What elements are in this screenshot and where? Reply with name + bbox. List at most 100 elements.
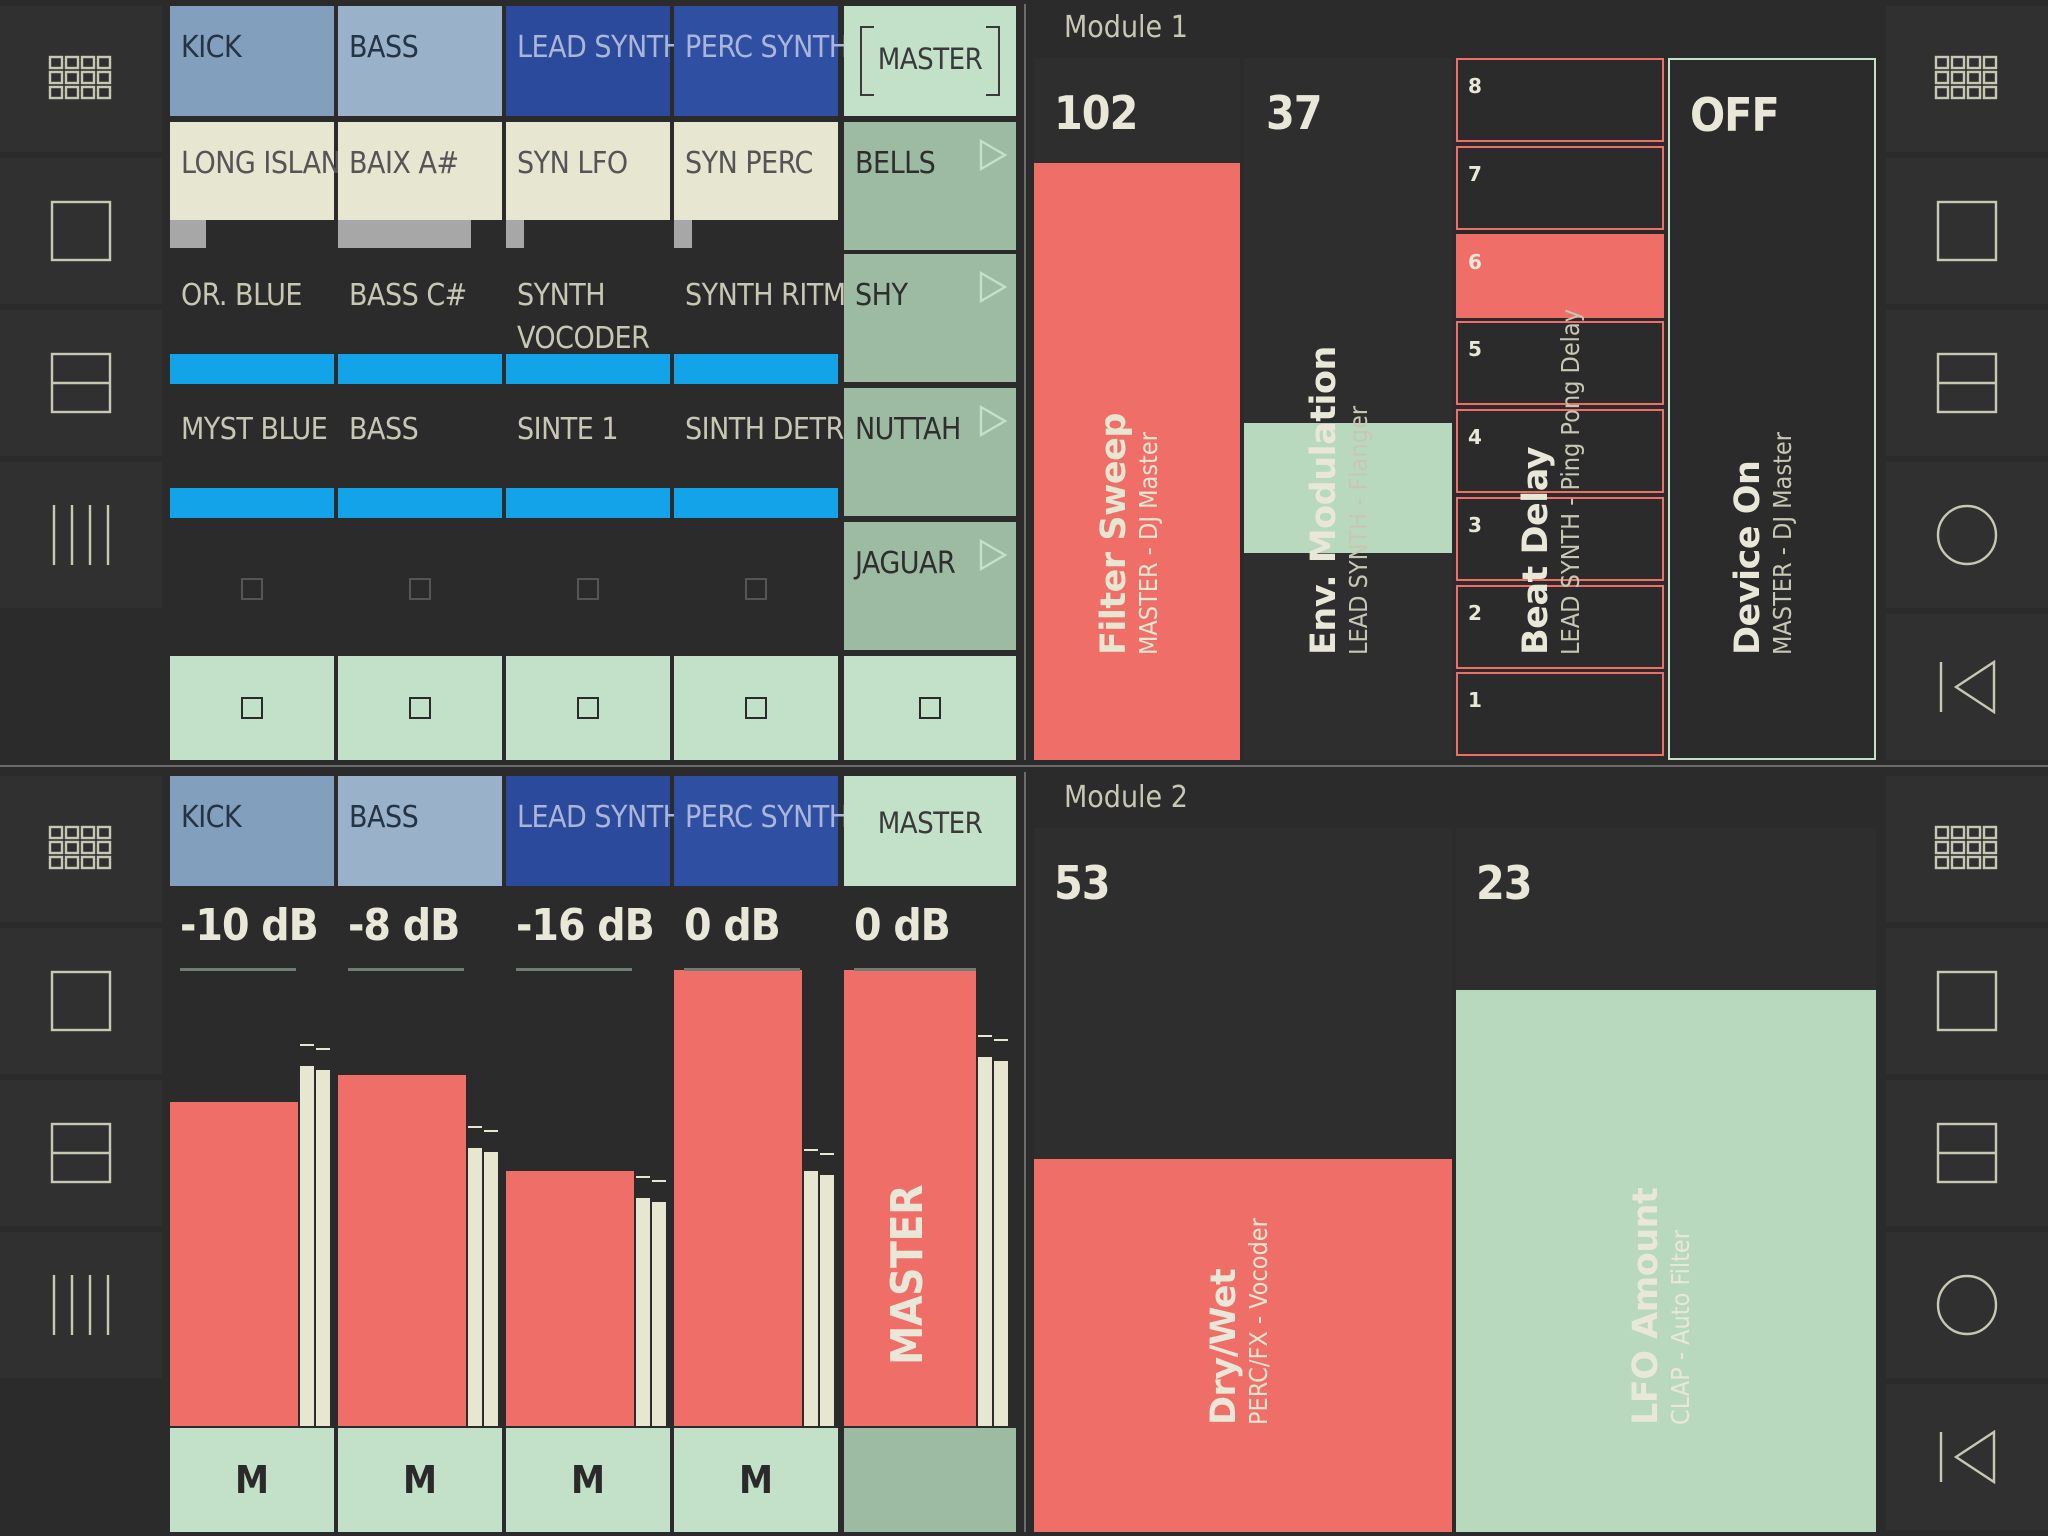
vertical-separator-top xyxy=(1024,4,1026,760)
track-name: KICK xyxy=(181,30,242,65)
beat-delay-step[interactable]: 8 xyxy=(1456,58,1664,142)
clip-progress-track xyxy=(338,220,502,248)
nav-button-split-horizontal[interactable] xyxy=(0,310,162,456)
peak-hold-tick xyxy=(316,1048,330,1050)
stop-square-icon xyxy=(241,697,263,719)
clip-slot[interactable]: OR. BLUE xyxy=(170,254,334,384)
clip-stop-button[interactable] xyxy=(674,656,838,760)
nav-button-grid[interactable] xyxy=(0,776,162,922)
scene-launch-button[interactable]: JAGUAR xyxy=(844,522,1016,650)
clip-slot[interactable]: SINTH DETROIT xyxy=(674,388,888,518)
peak-hold-tick xyxy=(978,1035,992,1037)
clip-slot[interactable]: SYN PERC xyxy=(674,122,838,220)
volume-fader[interactable] xyxy=(506,970,634,1426)
beat-delay-step[interactable]: 6 xyxy=(1456,234,1664,318)
volume-fader[interactable] xyxy=(844,970,976,1426)
track-header[interactable]: PERC SYNTH xyxy=(674,6,849,116)
level-meter xyxy=(316,1070,330,1426)
nav-button-circle[interactable] xyxy=(1886,462,2048,608)
param-name: Dry/Wet xyxy=(1204,1268,1244,1425)
param-filter-sweep[interactable]: 102 Filter Sweep MASTER - DJ Master xyxy=(1034,58,1240,760)
step-number: 7 xyxy=(1468,162,1482,186)
empty-clip-slot[interactable] xyxy=(170,524,334,654)
scene-launch-button[interactable]: SHY xyxy=(844,254,1016,382)
param-device-on-toggle[interactable]: OFF Device On MASTER - DJ Master xyxy=(1668,58,1876,760)
empty-clip-slot[interactable] xyxy=(338,524,502,654)
param-lfo-amount[interactable]: 23 LFO Amount CLAP - Auto Filter xyxy=(1456,828,1876,1532)
mixer-track-header[interactable]: PERC SYNTH xyxy=(674,776,849,886)
beat-delay-step[interactable]: 4 xyxy=(1456,409,1664,493)
beat-delay-step[interactable]: 7 xyxy=(1456,146,1664,230)
nav-button-single-square[interactable] xyxy=(0,158,162,304)
skip-back-icon xyxy=(1939,1429,1996,1485)
beat-delay-step[interactable]: 1 xyxy=(1456,672,1664,756)
empty-clip-slot[interactable] xyxy=(506,524,670,654)
volume-fader[interactable] xyxy=(170,970,298,1426)
param-label: Dry/Wet PERC/FX - Vocoder xyxy=(1204,1218,1273,1425)
master-header[interactable]: MASTER xyxy=(844,6,1016,116)
play-triangle-icon xyxy=(979,138,1008,172)
clip-slot[interactable]: MYST BLUE xyxy=(170,388,334,518)
track-header[interactable]: BASS xyxy=(338,6,502,116)
single-square-icon xyxy=(1936,200,1998,262)
clip-slot[interactable]: BASS xyxy=(338,388,502,518)
mixer-track-header[interactable]: MASTER xyxy=(844,776,1016,886)
mixer-track-header[interactable]: BASS xyxy=(338,776,502,886)
clip-slot[interactable]: BASS C# xyxy=(338,254,502,384)
nav-button-grid[interactable] xyxy=(0,6,162,152)
beat-delay-step[interactable]: 2 xyxy=(1456,585,1664,669)
track-name: BASS xyxy=(349,30,419,65)
clip-slot[interactable]: SYN LFO xyxy=(506,122,670,220)
nav-button-skip-back[interactable] xyxy=(1886,1384,2048,1530)
param-source: MASTER - DJ Master xyxy=(1134,432,1163,655)
clip-name: SYN LFO xyxy=(517,146,628,181)
nav-button-split-horizontal[interactable] xyxy=(1886,1080,2048,1226)
clip-stop-button[interactable] xyxy=(170,656,334,760)
grid-icon xyxy=(1934,825,1998,870)
nav-button-skip-back[interactable] xyxy=(1886,614,2048,760)
volume-fader[interactable] xyxy=(674,970,802,1426)
mute-button[interactable]: M xyxy=(674,1428,838,1532)
clip-stop-button[interactable] xyxy=(506,656,670,760)
stop-all-clips-button[interactable] xyxy=(844,656,1016,760)
mixer-track-header[interactable]: LEAD SYNTH xyxy=(506,776,683,886)
param-env-modulation[interactable]: 37 Env. Modulation LEAD SYNTH - Flanger xyxy=(1244,58,1452,760)
clip-slot[interactable]: SYNTH VOCODER xyxy=(506,254,670,384)
nav-button-grid[interactable] xyxy=(1886,776,2048,922)
track-name: PERC SYNTH xyxy=(685,800,849,835)
mute-button[interactable]: M xyxy=(170,1428,334,1532)
nav-button-split-horizontal[interactable] xyxy=(1886,310,2048,456)
param-dry-wet[interactable]: 53 Dry/Wet PERC/FX - Vocoder xyxy=(1034,828,1452,1532)
track-header[interactable]: KICK xyxy=(170,6,334,116)
empty-clip-slot[interactable] xyxy=(674,524,838,654)
vertical-lines-icon xyxy=(52,1275,110,1335)
mixer-track-header[interactable]: KICK xyxy=(170,776,334,886)
scene-launch-button[interactable]: BELLS xyxy=(844,122,1016,250)
beat-delay-step[interactable]: 3 xyxy=(1456,497,1664,581)
clip-slot[interactable]: LONG ISLAND xyxy=(170,122,361,220)
volume-fader[interactable] xyxy=(338,970,466,1426)
nav-button-circle[interactable] xyxy=(1886,1232,2048,1378)
beat-delay-step[interactable]: 5 xyxy=(1456,321,1664,405)
nav-button-vertical-lines[interactable] xyxy=(0,462,162,608)
clip-name: LONG ISLAND xyxy=(181,146,361,181)
scene-launch-button[interactable]: NUTTAH xyxy=(844,388,1016,516)
clip-slot[interactable]: BAIX A# xyxy=(338,122,502,220)
nav-button-vertical-lines[interactable] xyxy=(0,1232,162,1378)
peak-hold-tick xyxy=(804,1149,818,1151)
nav-button-single-square[interactable] xyxy=(1886,928,2048,1074)
mute-button[interactable]: M xyxy=(338,1428,502,1532)
nav-button-grid[interactable] xyxy=(1886,6,2048,152)
step-number: 5 xyxy=(1468,337,1482,361)
clip-slot[interactable]: SYNTH RITM xyxy=(674,254,846,384)
mute-button[interactable]: M xyxy=(506,1428,670,1532)
volume-db-underline xyxy=(180,968,296,971)
nav-button-single-square[interactable] xyxy=(1886,158,2048,304)
clip-stop-button[interactable] xyxy=(338,656,502,760)
param-source: PERC/FX - Vocoder xyxy=(1244,1218,1273,1425)
master-mute-area xyxy=(844,1428,1016,1532)
clip-slot[interactable]: SINTE 1 xyxy=(506,388,670,518)
nav-button-single-square[interactable] xyxy=(0,928,162,1074)
track-header[interactable]: LEAD SYNTH xyxy=(506,6,683,116)
nav-button-split-horizontal[interactable] xyxy=(0,1080,162,1226)
